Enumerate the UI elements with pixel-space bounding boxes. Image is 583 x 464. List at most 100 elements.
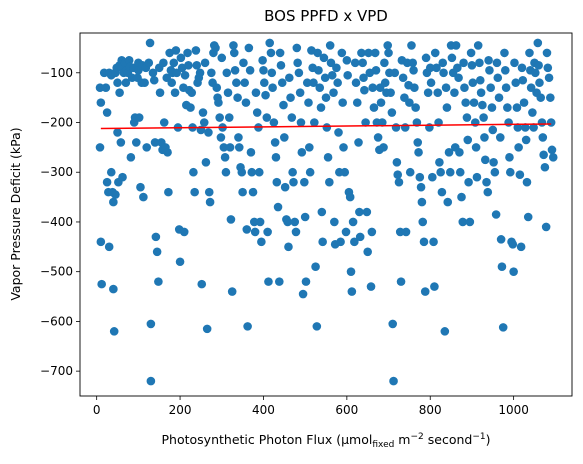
data-point <box>175 257 185 267</box>
data-point <box>401 227 411 237</box>
data-point <box>179 227 189 237</box>
data-point <box>227 287 237 296</box>
data-point <box>184 61 193 70</box>
data-point <box>190 187 199 197</box>
data-point <box>409 65 418 75</box>
data-point <box>319 53 329 63</box>
data-point <box>538 133 548 142</box>
data-point <box>295 88 305 97</box>
x-axis-label-part: m <box>394 432 410 447</box>
x-axis-label-part: Photosynthetic Photon Flux (µmol <box>162 432 373 447</box>
data-point <box>373 133 383 142</box>
data-point <box>394 177 404 187</box>
data-point <box>204 187 214 197</box>
data-point <box>201 157 211 167</box>
data-point <box>126 153 136 162</box>
data-point <box>310 118 319 127</box>
data-point <box>475 75 485 85</box>
data-point <box>342 56 352 65</box>
data-point <box>148 68 158 78</box>
data-point <box>534 61 543 70</box>
data-point <box>471 143 481 152</box>
data-point <box>259 78 269 88</box>
data-point <box>497 262 507 272</box>
data-point <box>290 217 300 227</box>
trend-line <box>100 123 552 130</box>
data-point <box>346 267 356 276</box>
data-point <box>226 215 236 224</box>
data-point <box>398 73 408 83</box>
data-point <box>513 123 523 132</box>
data-point <box>294 68 304 78</box>
data-point <box>542 48 552 58</box>
data-point <box>509 267 518 276</box>
data-point <box>255 217 265 227</box>
data-point <box>287 113 297 122</box>
data-point <box>512 103 522 112</box>
data-point <box>393 170 403 180</box>
data-point <box>437 187 447 197</box>
data-point <box>150 138 160 147</box>
data-point <box>325 41 335 50</box>
data-point <box>207 68 216 78</box>
data-point <box>334 128 343 137</box>
data-point <box>392 157 402 167</box>
data-point <box>104 242 114 252</box>
data-point <box>232 78 241 88</box>
data-point <box>436 167 445 177</box>
data-point <box>415 172 425 182</box>
data-point <box>302 78 312 88</box>
data-point <box>494 93 504 102</box>
data-point <box>280 133 289 142</box>
data-point <box>363 247 372 257</box>
data-point <box>118 172 127 182</box>
data-point <box>541 222 551 232</box>
data-point <box>257 237 266 247</box>
data-point <box>152 247 162 257</box>
data-point <box>275 277 284 286</box>
data-point <box>387 108 397 117</box>
data-point <box>316 103 326 112</box>
x-axis-label-part: fixed <box>372 440 394 450</box>
data-point <box>416 182 426 192</box>
data-point <box>543 63 553 73</box>
data-point <box>383 41 393 50</box>
data-point <box>419 237 429 247</box>
data-point <box>225 143 235 152</box>
data-point <box>323 153 333 162</box>
data-point <box>479 113 488 122</box>
data-point <box>222 68 232 78</box>
data-point <box>386 88 395 97</box>
data-point <box>369 103 379 112</box>
data-point <box>414 148 423 157</box>
data-point <box>472 172 482 182</box>
data-point <box>101 83 111 92</box>
data-point <box>367 227 377 237</box>
data-point <box>428 172 437 182</box>
y-tick-label: −100 <box>40 66 73 80</box>
data-point <box>548 153 558 162</box>
data-point <box>195 68 205 78</box>
data-point <box>468 78 478 88</box>
data-point <box>242 225 252 234</box>
data-point <box>102 108 112 117</box>
data-point <box>109 327 119 336</box>
data-point <box>526 83 536 92</box>
data-point <box>155 88 165 97</box>
data-point <box>96 237 106 247</box>
data-point <box>329 88 338 97</box>
data-point <box>234 133 243 142</box>
data-point <box>511 78 521 88</box>
data-point <box>467 61 477 70</box>
data-point <box>351 78 361 88</box>
data-point <box>252 108 262 117</box>
data-point <box>489 157 498 167</box>
data-point <box>131 138 141 147</box>
data-point <box>348 217 358 227</box>
data-point <box>490 167 500 177</box>
data-point <box>447 53 457 63</box>
data-point <box>478 100 487 110</box>
data-point <box>142 143 152 152</box>
data-point <box>360 85 369 95</box>
data-point <box>486 83 495 92</box>
